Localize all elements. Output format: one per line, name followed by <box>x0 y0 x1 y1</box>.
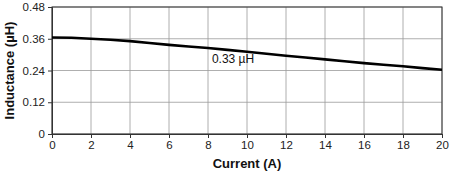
y-tick-label: 0.24 <box>23 65 46 77</box>
y-tick: 0.48 <box>23 1 52 13</box>
grid <box>52 7 442 134</box>
plot: 0 2 4 6 8 10 12 14 16 18 20 0 0.12 0.24 0.36 0.48 0.33 µ… <box>23 1 449 151</box>
x-axis: 0 2 4 6 8 10 12 14 16 18 20 <box>49 134 449 151</box>
x-tick-mark <box>403 134 404 138</box>
y-tick-label: 0 <box>39 128 45 140</box>
y-axis-title: Inductance (µH) <box>2 22 17 120</box>
y-tick: 0 <box>39 128 52 140</box>
x-tick: 16 <box>358 134 371 151</box>
y-axis: 0 0.12 0.24 0.36 0.48 <box>23 1 53 140</box>
x-tick-label: 10 <box>241 139 254 151</box>
x-tick: 0 <box>49 134 55 151</box>
y-tick-label: 0.48 <box>23 1 45 13</box>
grid-line-y <box>52 102 442 103</box>
x-tick-label: 20 <box>436 139 449 151</box>
x-tick: 18 <box>397 134 410 151</box>
x-tick: 10 <box>241 134 254 151</box>
x-tick: 20 <box>436 134 449 151</box>
x-tick: 8 <box>205 134 211 151</box>
x-tick-label: 4 <box>127 139 134 151</box>
plot-frame <box>52 7 442 134</box>
y-tick-mark <box>48 71 52 72</box>
chart: 0 2 4 6 8 10 12 14 16 18 20 0 0.12 0.24 0.36 0.48 0.33 µ… <box>0 0 450 172</box>
y-tick-mark <box>48 7 52 8</box>
x-axis-line <box>53 135 443 139</box>
x-tick: 2 <box>88 134 94 151</box>
x-tick-label: 8 <box>205 139 211 151</box>
y-tick: 0.12 <box>23 96 52 108</box>
x-tick-mark <box>364 134 365 138</box>
marks <box>52 37 442 69</box>
annotation: 0.33 µH <box>212 52 254 66</box>
x-tick-mark <box>286 134 287 138</box>
grid-line-y <box>52 70 442 71</box>
y-tick: 0.36 <box>23 33 52 45</box>
x-tick-label: 0 <box>49 139 55 151</box>
x-tick-mark <box>130 134 131 138</box>
x-tick-label: 16 <box>358 139 371 151</box>
x-tick: 14 <box>319 134 332 151</box>
x-axis-title: Current (A) <box>213 156 282 171</box>
y-axis-line <box>48 8 53 135</box>
x-tick-label: 18 <box>397 139 410 151</box>
x-tick: 12 <box>280 134 293 151</box>
x-tick-mark <box>325 134 326 138</box>
x-tick-label: 14 <box>319 139 332 151</box>
y-tick: 0.24 <box>23 65 52 77</box>
x-tick-mark <box>169 134 170 138</box>
x-tick-mark <box>208 134 209 138</box>
x-tick-mark <box>442 134 443 138</box>
x-tick-label: 2 <box>88 139 94 151</box>
y-tick-label: 0.12 <box>23 96 45 108</box>
y-tick-label: 0.36 <box>23 33 45 45</box>
x-tick-mark <box>91 134 92 138</box>
y-tick-mark <box>48 39 52 40</box>
data-line <box>52 37 442 69</box>
x-tick-label: 6 <box>166 139 172 151</box>
x-tick: 4 <box>127 134 134 151</box>
y-tick-mark <box>48 102 52 103</box>
y-tick-mark <box>48 134 52 135</box>
x-tick-mark <box>247 134 248 138</box>
x-tick: 6 <box>166 134 172 151</box>
x-tick-label: 12 <box>280 139 293 151</box>
